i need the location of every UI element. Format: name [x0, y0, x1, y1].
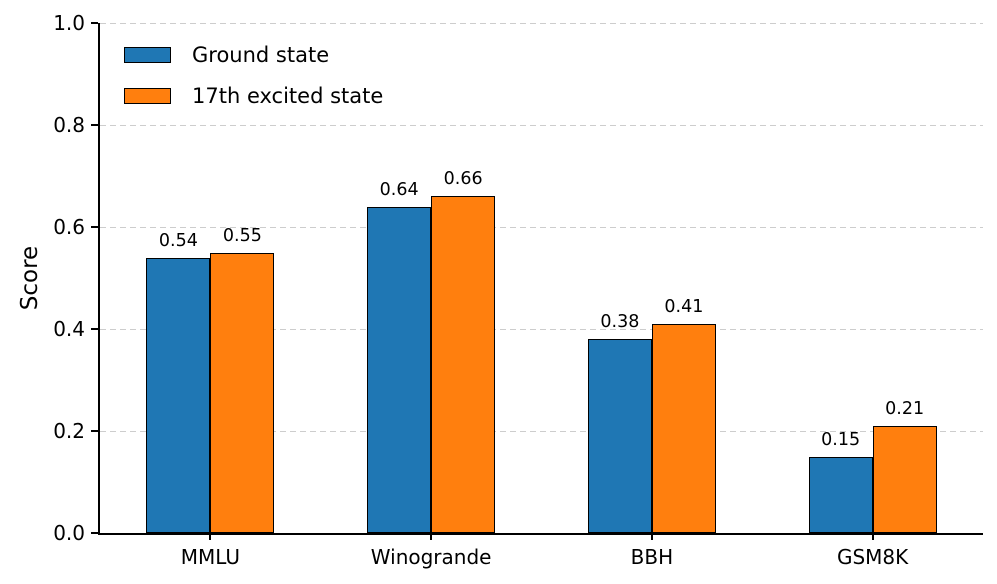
x-axis-tick [209, 533, 212, 540]
legend-label: 17th excited state [192, 84, 384, 108]
bar-value-label: 0.41 [664, 296, 704, 317]
x-tick-label-gsm8k: GSM8K [836, 545, 909, 569]
bar-value-label: 0.66 [443, 169, 483, 190]
bar-ground-state-winogrande [367, 206, 432, 533]
gridline [100, 23, 983, 24]
x-tick-label-mmlu: MMLU [180, 545, 241, 569]
bar-value-label: 0.38 [600, 312, 640, 333]
bar-17th-excited-state-gsm8k [872, 425, 937, 533]
y-axis-tick [91, 430, 98, 432]
legend-swatch [124, 88, 171, 104]
y-tick-label: 0.4 [53, 317, 85, 341]
y-tick-label: 1.0 [53, 11, 85, 35]
y-axis-tick [91, 226, 98, 228]
bar-17th-excited-state-mmlu [210, 252, 275, 533]
x-tick-label-winogrande: Winogrande [370, 545, 492, 569]
y-axis-tick [91, 328, 98, 330]
x-axis-tick [430, 533, 433, 540]
y-axis-tick [91, 124, 98, 126]
gridline [100, 227, 983, 228]
x-axis-tick [871, 533, 874, 540]
bar-value-label: 0.21 [885, 398, 925, 419]
bar-value-label: 0.55 [222, 225, 262, 246]
y-tick-label: 0.0 [53, 521, 85, 545]
bar-ground-state-bbh [587, 339, 652, 533]
y-axis-tick [91, 22, 98, 24]
y-axis-line [98, 23, 100, 535]
legend-item: Ground state [124, 43, 383, 67]
bar-value-label: 0.54 [158, 230, 198, 251]
bar-17th-excited-state-bbh [651, 323, 716, 533]
gridline [100, 329, 983, 330]
y-tick-label: 0.6 [53, 215, 85, 239]
y-tick-label: 0.8 [53, 113, 85, 137]
bar-ground-state-gsm8k [808, 456, 873, 533]
x-axis-line [98, 533, 983, 535]
bar-value-label: 0.64 [379, 179, 419, 200]
y-axis-label: Score [17, 245, 43, 311]
x-tick-label-bbh: BBH [630, 545, 674, 569]
x-axis-tick [650, 533, 653, 540]
bar-ground-state-mmlu [146, 257, 211, 533]
legend-item: 17th excited state [124, 84, 383, 108]
gridline [100, 125, 983, 126]
gridline [100, 431, 983, 432]
bar-17th-excited-state-winogrande [431, 196, 496, 533]
legend-swatch [124, 47, 171, 63]
legend: Ground state 17th excited state [124, 43, 383, 108]
plot-area: Ground state 17th excited state 0.0 0.2 0.4… [53, 11, 983, 569]
legend-label: Ground state [192, 43, 330, 67]
y-axis-tick [91, 532, 98, 534]
y-tick-label: 0.2 [53, 419, 85, 443]
bar-value-label: 0.15 [821, 429, 861, 450]
